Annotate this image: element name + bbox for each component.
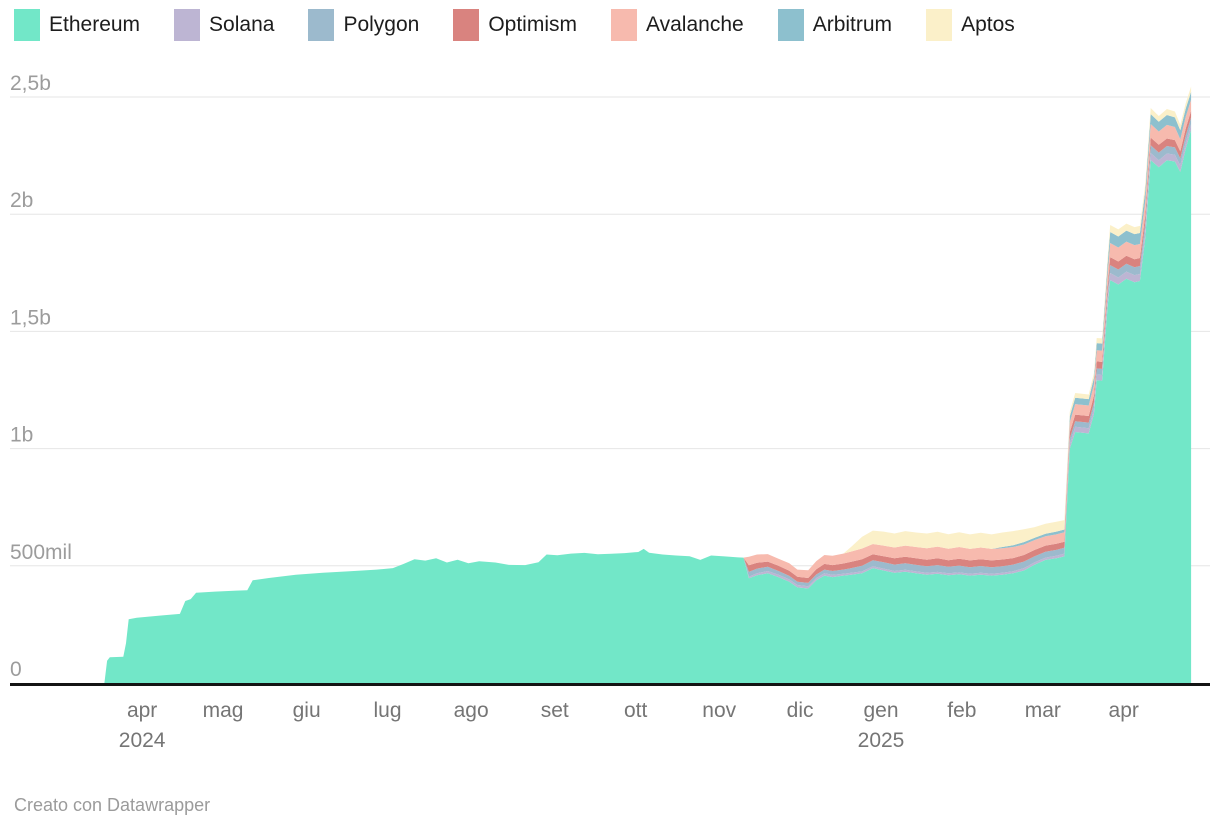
legend-swatch (14, 9, 40, 41)
legend-label: Avalanche (646, 13, 744, 36)
x-axis-year-label: 2024 (119, 729, 166, 752)
y-axis-tick-label: 1,5b (10, 306, 51, 329)
y-axis-tick-label: 0 (10, 658, 22, 681)
legend-item-arbitrum: Arbitrum (777, 9, 893, 41)
x-axis-month-label: dic (787, 699, 814, 722)
x-axis-month-label: giu (293, 699, 321, 722)
legend-swatch (926, 9, 953, 41)
chart-legend: Ethereum Solana Polygon Optimism Avalanche Ar… (14, 9, 1015, 41)
x-axis-month-label: gen (863, 699, 898, 722)
legend-item-polygon: Polygon (308, 9, 419, 41)
legend-label: Optimism (488, 13, 577, 36)
area-aptos (104, 86, 1192, 683)
x-axis-month-label: ago (454, 699, 489, 722)
area-ethereum (104, 129, 1192, 684)
y-axis-tick-label: 2,5b (10, 72, 51, 95)
y-axis-tick-label: 2b (10, 189, 33, 212)
x-axis-month-label: lug (374, 699, 402, 722)
legend-swatch (308, 9, 335, 41)
x-axis-month-label: set (541, 699, 569, 722)
legend-label: Solana (209, 13, 275, 36)
datawrapper-credit: Creato con Datawrapper (14, 795, 211, 815)
y-axis-tick-label: 500mil (10, 541, 72, 564)
legend-item-optimism: Optimism (453, 9, 577, 41)
x-axis-month-label: apr (1109, 699, 1139, 722)
legend-label: Aptos (961, 13, 1015, 36)
x-axis-year-label: 2025 (858, 729, 905, 752)
legend-swatch (777, 9, 804, 41)
legend-swatch (453, 9, 480, 41)
legend-label: Arbitrum (812, 13, 893, 36)
x-axis-month-label: apr (127, 699, 157, 722)
legend-swatch (174, 9, 201, 41)
y-axis-tick-label: 1b (10, 424, 33, 447)
x-axis-month-label: feb (947, 699, 976, 722)
legend-item-aptos: Aptos (926, 9, 1015, 41)
x-axis-month-label: mar (1025, 699, 1061, 722)
x-axis-month-label: nov (702, 699, 736, 722)
legend-label: Polygon (343, 13, 420, 36)
legend-item-avalanche: Avalanche (611, 9, 744, 41)
legend-label: Ethereum (49, 13, 141, 36)
legend-item-ethereum: Ethereum (14, 9, 140, 41)
x-axis-month-label: mag (203, 699, 244, 722)
legend-item-solana: Solana (174, 9, 274, 41)
legend-swatch (611, 9, 637, 41)
x-axis-month-label: ott (624, 699, 648, 722)
